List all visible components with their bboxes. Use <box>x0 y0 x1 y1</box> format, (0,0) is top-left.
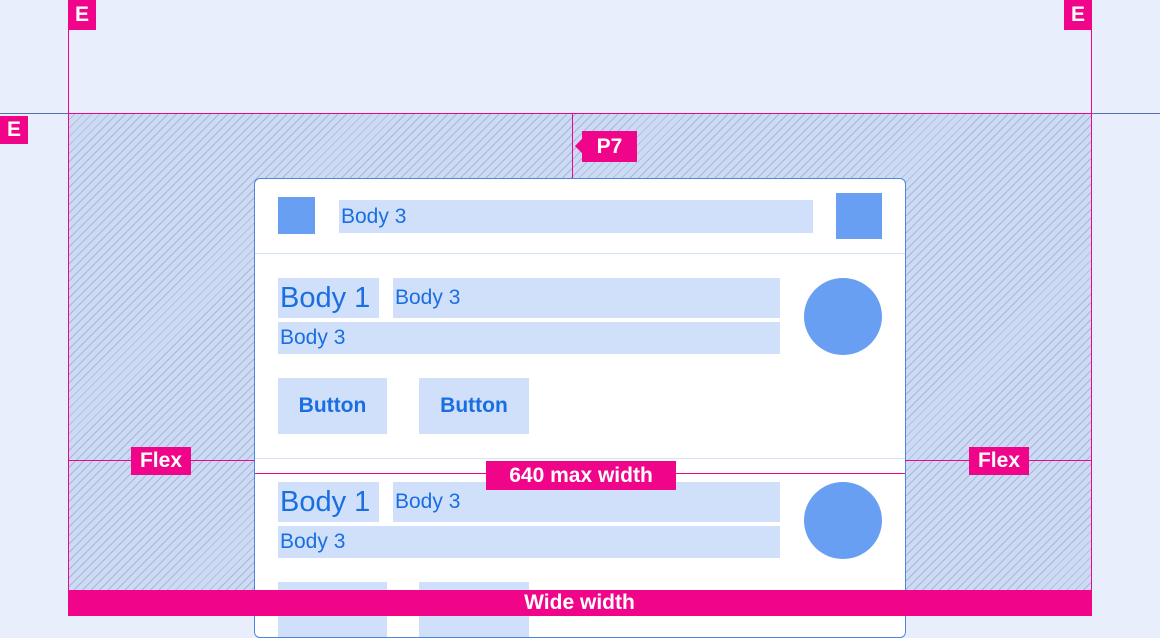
leading-square-icon <box>278 197 315 234</box>
item-body: Body 3 <box>278 526 780 558</box>
flex-label-left: Flex <box>131 447 191 475</box>
trailing-square-icon[interactable] <box>836 193 882 239</box>
flex-label-right: Flex <box>969 447 1029 475</box>
wide-width-bar: Wide width <box>68 590 1091 616</box>
avatar <box>804 278 882 355</box>
padding-label: P7 <box>582 131 637 162</box>
edge-label: E <box>1064 0 1092 30</box>
edge-line-left <box>68 0 69 616</box>
item-title: Body 1 <box>278 482 379 522</box>
divider <box>255 253 905 254</box>
divider <box>255 458 905 459</box>
item-subtitle: Body 3 <box>393 278 780 318</box>
item-title: Body 1 <box>278 278 379 318</box>
avatar <box>804 482 882 559</box>
edge-line-right <box>1091 0 1092 616</box>
list-item: Body 1 Body 3 Body 3 Button Button <box>255 278 905 458</box>
card: Body 3 Body 1 Body 3 Body 3 Button Butto… <box>254 178 906 638</box>
item-body: Body 3 <box>278 322 780 354</box>
edge-label: E <box>0 116 28 144</box>
edge-label: E <box>68 0 96 30</box>
padding-line <box>572 113 573 178</box>
edge-line-top <box>68 113 1091 114</box>
item-button-2[interactable]: Button <box>419 378 529 434</box>
max-width-label: 640 max width <box>486 461 676 490</box>
header-title: Body 3 <box>339 200 813 233</box>
item-button-1[interactable]: Button <box>278 378 387 434</box>
